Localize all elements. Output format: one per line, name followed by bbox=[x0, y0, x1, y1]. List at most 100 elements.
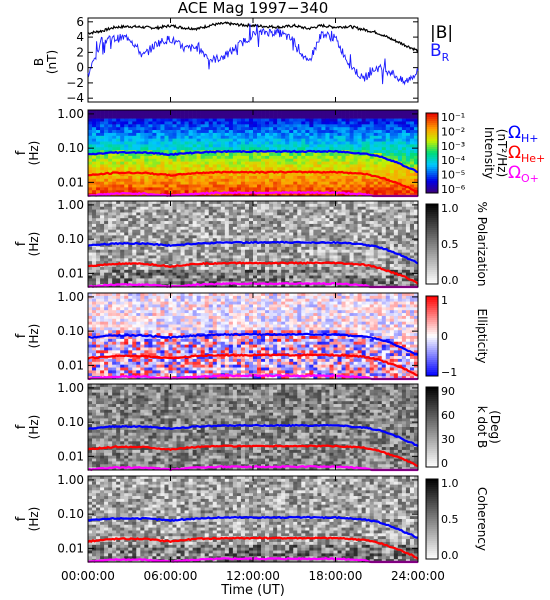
heatmap-cell bbox=[96, 147, 101, 151]
heatmap-cell bbox=[144, 112, 149, 117]
heatmap-cell bbox=[317, 187, 322, 191]
heatmap-cell bbox=[333, 206, 338, 210]
heatmap-cell bbox=[156, 112, 161, 117]
heatmap-cell bbox=[393, 150, 399, 154]
heatmap-cell bbox=[389, 235, 395, 239]
heatmap-cell bbox=[325, 266, 330, 271]
heatmap-cell bbox=[104, 184, 109, 188]
heatmap-cell bbox=[253, 272, 258, 276]
heatmap-cell bbox=[224, 132, 230, 137]
heatmap-cell bbox=[413, 147, 419, 151]
heatmap-cell bbox=[232, 135, 238, 139]
heatmap-cell bbox=[353, 175, 358, 180]
heatmap-cell bbox=[257, 121, 262, 125]
heatmap-cell bbox=[361, 275, 366, 279]
heatmap-cell bbox=[261, 161, 266, 165]
heatmap-cell bbox=[248, 135, 254, 139]
heatmap-cell bbox=[385, 150, 391, 154]
colorbar-segment bbox=[426, 143, 438, 146]
heatmap-cell bbox=[401, 190, 407, 194]
heatmap-cell bbox=[240, 201, 246, 205]
heatmap-cell bbox=[184, 238, 189, 242]
heatmap-cell bbox=[104, 275, 109, 279]
heatmap-cell bbox=[104, 235, 109, 239]
heatmap-cell bbox=[329, 209, 334, 213]
heatmap-cell bbox=[160, 206, 165, 210]
heatmap-cell bbox=[208, 266, 214, 271]
heatmap-cell bbox=[92, 147, 97, 151]
heatmap-cell bbox=[329, 124, 334, 128]
heatmap-cell bbox=[108, 161, 113, 165]
heatmap-cell bbox=[244, 141, 250, 145]
heatmap-cell bbox=[116, 203, 121, 208]
heatmap-cell bbox=[377, 193, 383, 197]
heatmap-cell bbox=[325, 141, 330, 145]
heatmap-cell bbox=[112, 132, 117, 137]
heatmap-cell bbox=[377, 226, 383, 230]
heatmap-cell bbox=[329, 275, 334, 279]
heatmap-cell bbox=[357, 261, 362, 265]
heatmap-cell bbox=[188, 132, 193, 137]
heatmap-cell bbox=[293, 175, 298, 180]
heatmap-cell bbox=[136, 249, 141, 253]
heatmap-cell bbox=[136, 181, 141, 185]
heatmap-cell bbox=[116, 173, 121, 177]
heatmap-cell bbox=[389, 269, 395, 273]
heatmap-cell bbox=[353, 209, 358, 213]
heatmap-cell bbox=[240, 124, 246, 128]
heatmap-cell bbox=[112, 226, 117, 230]
heatmap-cell bbox=[212, 181, 218, 185]
heatmap-cell bbox=[361, 112, 366, 117]
heatmap-cell bbox=[92, 232, 97, 236]
heatmap-cell bbox=[200, 130, 205, 134]
heatmap-cell bbox=[321, 181, 326, 185]
heatmap-cell bbox=[377, 118, 383, 122]
heatmap-cell bbox=[228, 147, 234, 151]
heatmap-cell bbox=[116, 226, 121, 230]
heatmap-cell bbox=[329, 112, 334, 117]
heatmap-cell bbox=[373, 261, 379, 265]
heatmap-cell bbox=[152, 206, 157, 210]
heatmap-cell bbox=[140, 229, 145, 233]
heatmap-cell bbox=[196, 206, 201, 210]
heatmap-cell bbox=[393, 215, 399, 219]
heatmap-cell bbox=[317, 178, 322, 182]
heatmap-cell bbox=[136, 190, 141, 194]
heatmap-cell bbox=[244, 223, 250, 228]
heatmap-cell bbox=[92, 255, 97, 259]
heatmap-cell bbox=[160, 249, 165, 253]
heatmap-cell bbox=[208, 232, 214, 236]
heatmap-cell bbox=[196, 181, 201, 185]
heatmap-cell bbox=[108, 269, 113, 273]
heatmap-cell bbox=[240, 164, 246, 168]
heatmap-cell bbox=[381, 127, 387, 131]
heatmap-cell bbox=[164, 138, 169, 142]
heatmap-cell bbox=[172, 275, 177, 279]
heatmap-cell bbox=[100, 161, 105, 165]
heatmap-cell bbox=[92, 164, 97, 168]
heatmap-cell bbox=[100, 144, 105, 148]
heatmap-cell bbox=[281, 212, 286, 216]
heatmap-cell bbox=[349, 164, 354, 168]
heatmap-cell bbox=[152, 132, 157, 137]
heatmap-cell bbox=[289, 223, 294, 228]
heatmap-cell bbox=[325, 175, 330, 180]
heatmap-cell bbox=[337, 229, 342, 233]
heatmap-cell bbox=[293, 181, 298, 185]
heatmap-cell bbox=[369, 184, 375, 188]
heatmap-cell bbox=[345, 112, 350, 117]
heatmap-cell bbox=[124, 249, 129, 253]
heatmap-cell bbox=[232, 229, 238, 233]
heatmap-cell bbox=[293, 130, 298, 134]
heatmap-cell bbox=[313, 118, 318, 122]
heatmap-cell bbox=[309, 127, 314, 131]
heatmap-cell bbox=[361, 132, 366, 137]
heatmap-cell bbox=[128, 238, 133, 242]
heatmap-cell bbox=[148, 272, 153, 276]
heatmap-cell bbox=[244, 252, 250, 256]
heatmap-cell bbox=[329, 184, 334, 188]
heatmap-cell bbox=[377, 141, 383, 145]
heatmap-cell bbox=[92, 118, 97, 122]
heatmap-cell bbox=[397, 112, 403, 117]
heatmap-cell bbox=[112, 229, 117, 233]
